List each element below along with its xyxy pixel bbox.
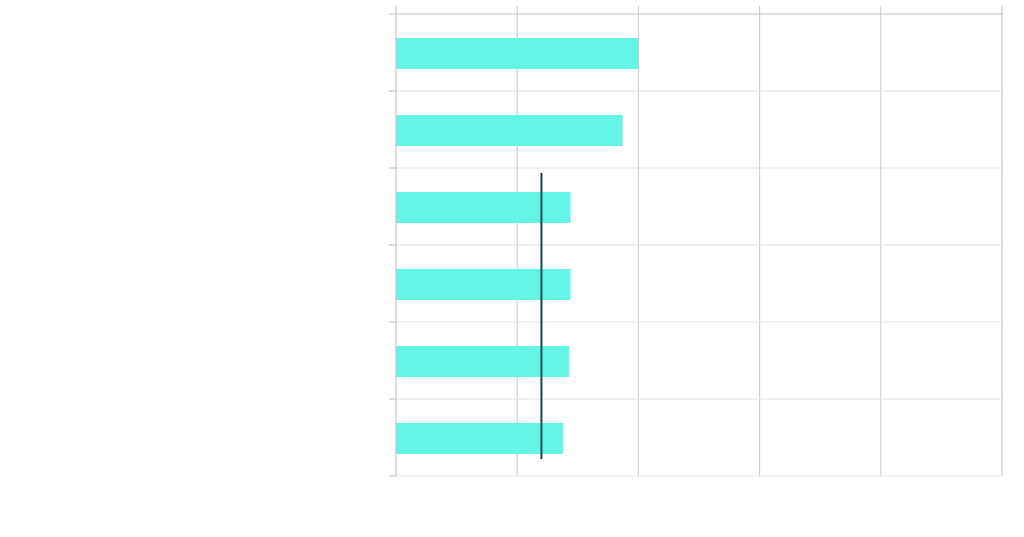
bar-1 bbox=[396, 115, 623, 146]
bar-2 bbox=[396, 192, 571, 223]
bar-5 bbox=[396, 423, 564, 454]
bar-3 bbox=[396, 269, 571, 300]
bar-0 bbox=[396, 38, 639, 69]
bar-4 bbox=[396, 346, 570, 377]
axis-layer bbox=[389, 6, 397, 477]
grid-layer bbox=[395, 6, 1003, 477]
